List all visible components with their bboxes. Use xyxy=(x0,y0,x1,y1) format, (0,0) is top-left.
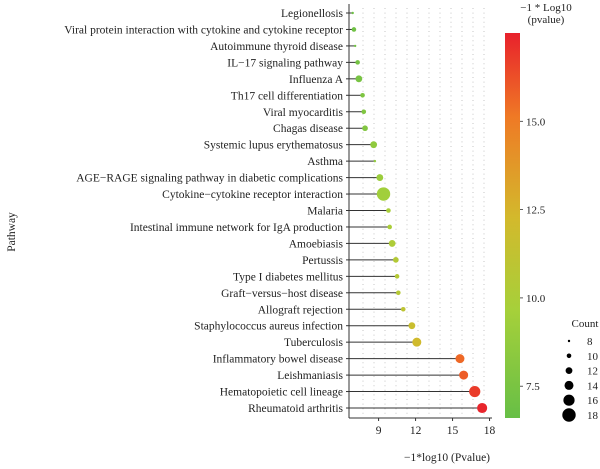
category-label: Viral myocarditis xyxy=(263,107,344,119)
color-legend-title: −1 * Log10 (pvalue) xyxy=(520,2,572,26)
data-point xyxy=(396,290,401,296)
data-point xyxy=(355,75,363,83)
category-label: Amoebiasis xyxy=(289,238,344,250)
category-label: Legionellosis xyxy=(281,8,343,20)
category-label: Th17 cell differentiation xyxy=(231,90,343,102)
size-legend-label: 16 xyxy=(587,395,599,407)
data-point xyxy=(412,337,422,347)
colorbar-tick-label: 12.5 xyxy=(526,205,546,217)
size-legend: Count 8 10 12 14 16 18 xyxy=(562,318,599,422)
category-label: Systemic lupus erythematosus xyxy=(204,140,344,152)
colorbar-tick-label: 15.0 xyxy=(526,116,546,128)
data-point xyxy=(376,187,391,201)
data-point xyxy=(455,354,465,364)
x-axis: 9 12 15 18 xyxy=(349,417,496,437)
category-label: Tuberculosis xyxy=(284,337,344,349)
data-point xyxy=(392,257,399,263)
category-label: Autoimmune thyroid disease xyxy=(210,41,343,53)
size-legend-label: 12 xyxy=(587,366,598,378)
category-label: Graft−versus−host disease xyxy=(221,288,343,300)
category-label: IL−17 signaling pathway xyxy=(227,57,343,69)
category-label: Influenza A xyxy=(289,74,344,86)
category-label: Staphylococcus aureus infection xyxy=(194,321,343,333)
data-point xyxy=(360,92,365,98)
data-point xyxy=(351,27,357,32)
data-point xyxy=(459,370,469,380)
data-point xyxy=(477,402,488,414)
size-legend-dot xyxy=(563,394,575,406)
color-legend: −1 * Log10 (pvalue) 7.5 10.0 12.5 15.0 xyxy=(505,2,572,418)
data-point xyxy=(361,109,367,115)
size-legend-label: 10 xyxy=(587,351,599,363)
data-point xyxy=(370,141,378,149)
category-label: Inflammatory bowel disease xyxy=(213,354,343,366)
category-label: Rheumatoid arthritis xyxy=(248,403,343,415)
x-tick-label: 9 xyxy=(376,425,382,437)
category-label: Leishmaniasis xyxy=(277,370,343,382)
data-point xyxy=(373,159,377,163)
data-point xyxy=(394,274,400,279)
size-legend-dot xyxy=(565,367,573,374)
data-point xyxy=(362,125,368,132)
category-labels: Legionellosis Viral protein interaction w… xyxy=(64,8,349,415)
colorbar-tick-label: 10.0 xyxy=(526,293,546,305)
category-label: Pertussis xyxy=(302,255,343,267)
data-point xyxy=(388,240,396,247)
data-point xyxy=(376,174,384,181)
size-legend-label: 8 xyxy=(587,336,593,348)
category-label: Allograft rejection xyxy=(258,304,344,316)
size-legend-title: Count xyxy=(572,318,599,330)
category-label: Chagas disease xyxy=(273,123,343,135)
category-label: Viral protein interaction with cytokine … xyxy=(64,24,343,36)
x-axis-title: −1*log10 (Pvalue) xyxy=(404,452,490,464)
category-label: AGE−RAGE signaling pathway in diabetic c… xyxy=(76,173,343,185)
x-tick-label: 15 xyxy=(447,425,459,437)
colorbar xyxy=(505,33,520,418)
size-legend-dot xyxy=(566,353,572,359)
data-point xyxy=(408,322,416,330)
category-label: Type I diabetes mellitus xyxy=(233,271,344,283)
data-point xyxy=(469,385,481,398)
size-legend-label: 14 xyxy=(587,380,599,392)
y-axis-title: Pathway xyxy=(6,212,18,252)
data-point xyxy=(400,306,406,312)
colorbar-tick-label: 7.5 xyxy=(526,381,540,393)
category-label: Asthma xyxy=(307,156,343,168)
category-label: Hematopoietic cell lineage xyxy=(220,387,343,399)
data-point xyxy=(355,60,360,65)
x-tick-label: 12 xyxy=(410,425,422,437)
plot-area xyxy=(348,4,488,418)
category-label: Intestinal immune network for IgA produc… xyxy=(130,222,343,234)
size-legend-dot xyxy=(567,339,571,343)
size-legend-dot xyxy=(564,380,574,390)
category-label: Malaria xyxy=(307,206,343,218)
data-point xyxy=(387,224,392,230)
data-point xyxy=(386,208,391,213)
x-tick-label: 18 xyxy=(484,425,496,437)
data-point xyxy=(353,44,357,48)
size-legend-dot xyxy=(562,408,576,422)
category-label: Cytokine−cytokine receptor interaction xyxy=(162,189,343,201)
size-legend-label: 18 xyxy=(587,410,599,422)
data-point xyxy=(351,11,354,15)
